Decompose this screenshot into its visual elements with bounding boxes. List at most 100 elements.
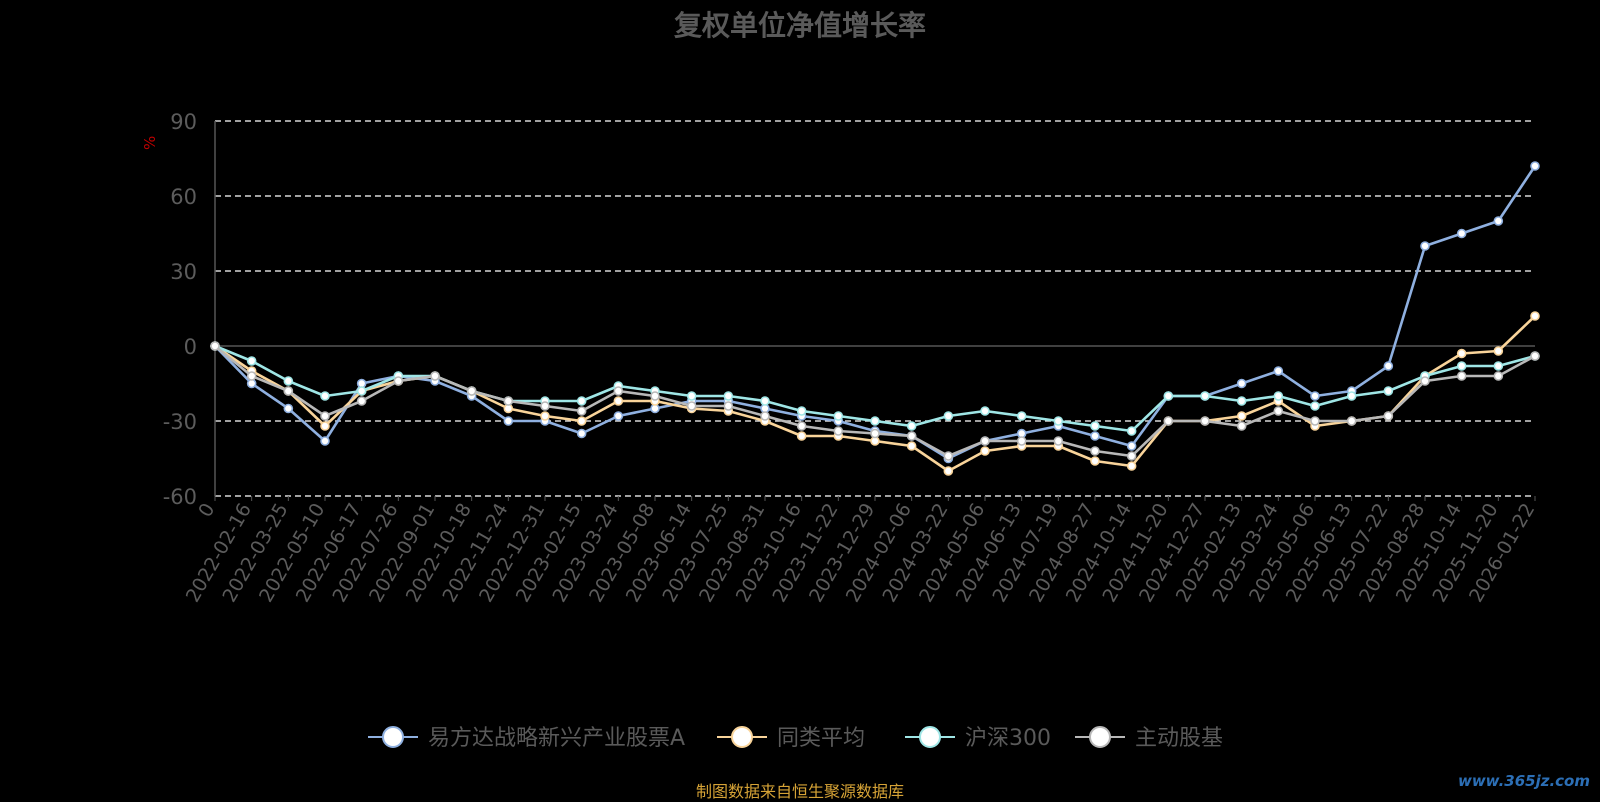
series-point	[1420, 241, 1430, 251]
series-point	[1456, 348, 1467, 359]
series-point	[1420, 376, 1430, 386]
series-point	[320, 421, 330, 431]
series-point	[576, 428, 587, 439]
series-point	[1493, 216, 1504, 226]
series-point	[503, 416, 514, 426]
y-tick-label: -60	[163, 485, 197, 509]
series-point	[1530, 161, 1540, 171]
x-tick-label: 0	[194, 500, 219, 521]
series-point	[613, 396, 624, 406]
series-point	[1383, 411, 1394, 421]
series-point	[1310, 401, 1320, 411]
series-point	[1383, 361, 1394, 371]
series-point	[906, 421, 917, 431]
series-point	[906, 441, 917, 451]
series-point	[1126, 441, 1137, 451]
series-point	[870, 428, 880, 439]
series-point	[1090, 431, 1100, 441]
series-point	[613, 386, 624, 396]
series-point	[870, 416, 880, 426]
series-point	[980, 406, 990, 416]
series-point	[1493, 371, 1504, 381]
series-point	[1310, 416, 1320, 426]
series-point	[246, 371, 257, 381]
legend-label: 易方达战略新兴产业股票A	[428, 726, 685, 751]
series-point	[320, 436, 330, 446]
series-point	[1346, 416, 1357, 426]
legend-label: 沪深300	[965, 726, 1051, 751]
source-note: 制图数据来自恒生聚源数据库	[695, 782, 904, 801]
legend-label: 主动股基	[1135, 726, 1223, 751]
series-point	[356, 386, 367, 396]
series-point	[576, 396, 587, 406]
series-point	[1053, 416, 1064, 426]
series-point	[1163, 391, 1174, 401]
series-point	[1383, 386, 1394, 396]
series-point	[686, 391, 697, 401]
series-point	[1236, 421, 1247, 431]
series-point	[613, 411, 624, 421]
series-point	[1530, 351, 1540, 361]
series-point	[1236, 396, 1247, 406]
series-point	[1090, 421, 1100, 431]
series-point	[906, 431, 917, 441]
series-point	[650, 391, 660, 401]
y-tick-label: 90	[170, 110, 197, 134]
legend-marker	[382, 726, 404, 748]
series-point	[283, 386, 294, 396]
series-point	[1016, 411, 1027, 421]
series-point	[943, 411, 954, 421]
series-point	[283, 376, 294, 386]
series-point	[576, 416, 587, 426]
series-point	[1456, 228, 1467, 239]
series-point	[833, 411, 844, 421]
series-point	[1236, 378, 1247, 389]
series-point	[320, 391, 330, 401]
series-point	[833, 426, 844, 436]
series-point	[540, 401, 550, 411]
chart-title: 复权单位净值增长率	[673, 9, 926, 42]
legend-marker	[731, 726, 753, 748]
series-point	[1273, 391, 1284, 401]
series-point	[1346, 391, 1357, 401]
series-point	[430, 371, 440, 381]
series-point	[320, 411, 330, 421]
series-point	[1200, 416, 1210, 426]
y-tick-label: 0	[184, 335, 197, 359]
series-point	[503, 396, 514, 406]
series-point	[723, 391, 734, 401]
series-point	[1163, 416, 1174, 426]
series-point	[760, 396, 770, 406]
series-point	[393, 376, 404, 386]
legend-label: 同类平均	[777, 726, 865, 751]
series-point	[1126, 461, 1137, 471]
series-point	[1273, 366, 1284, 376]
series-point	[1126, 426, 1137, 436]
series-point	[283, 403, 294, 414]
y-tick-label: 30	[170, 260, 197, 284]
series-point	[246, 356, 257, 366]
series-point	[796, 431, 807, 441]
series-point	[1493, 361, 1504, 371]
series-point	[1053, 436, 1064, 446]
series-point	[576, 406, 587, 416]
legend-marker	[919, 726, 941, 748]
series-point	[1456, 371, 1467, 381]
series-point	[760, 411, 770, 421]
legend-marker	[1089, 726, 1111, 748]
series-point	[980, 436, 990, 446]
series-point	[943, 451, 954, 461]
series-point	[1236, 411, 1247, 421]
series-point	[980, 446, 990, 456]
series-point	[686, 401, 697, 411]
series-point	[943, 466, 954, 476]
series-point	[1016, 436, 1027, 446]
y-tick-label: 60	[170, 185, 197, 209]
series-point	[1456, 361, 1467, 371]
series-point	[356, 396, 367, 406]
series-point	[796, 421, 807, 431]
series-line-1	[214, 165, 1537, 460]
series-point	[1310, 391, 1320, 401]
y-tick-label: -30	[163, 410, 197, 434]
